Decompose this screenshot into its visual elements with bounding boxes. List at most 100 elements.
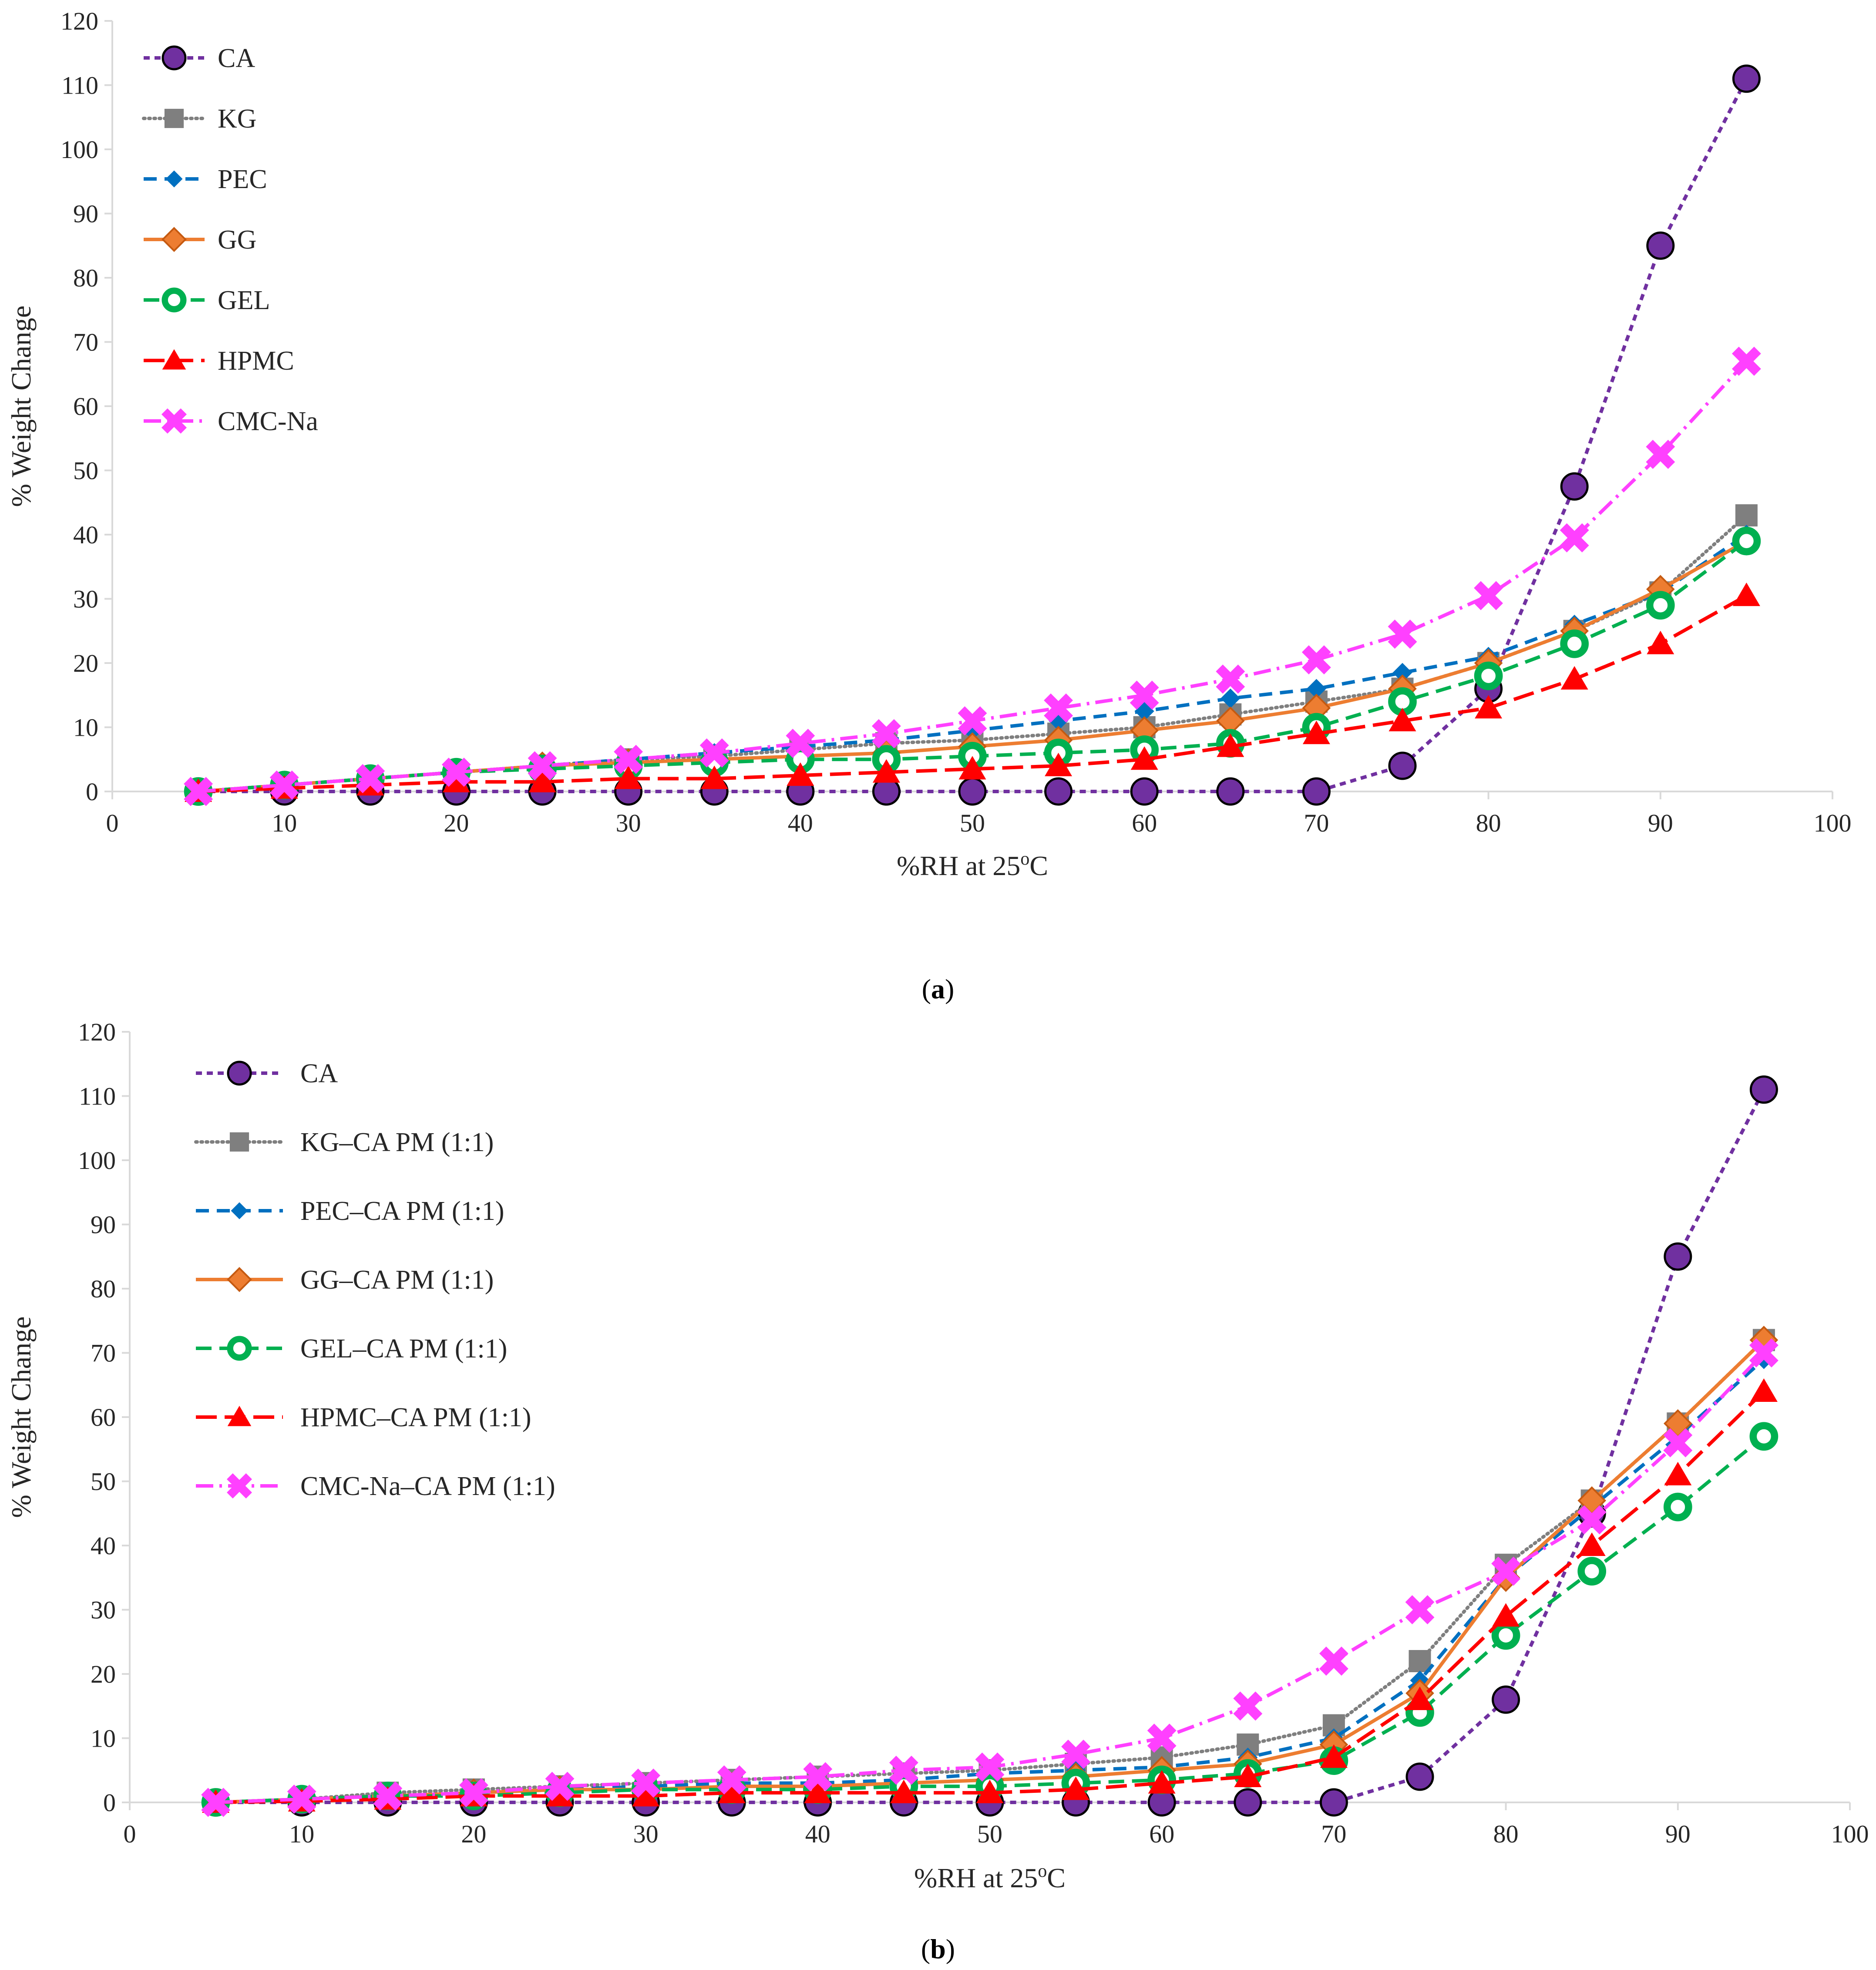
data-point <box>890 1779 918 1803</box>
x-tick-label: 40 <box>788 809 813 837</box>
y-axis-label: % Weight Change <box>6 306 37 507</box>
data-point <box>976 1779 1004 1803</box>
legend-marker <box>161 287 187 313</box>
data-point <box>1732 64 1761 93</box>
x-tick-label: 80 <box>1493 1820 1519 1848</box>
data-point <box>975 1752 1005 1782</box>
data-point <box>632 1783 660 1807</box>
legend-label: KG–CA PM (1:1) <box>300 1128 494 1157</box>
data-point <box>700 765 728 789</box>
legend-marker <box>227 1473 252 1499</box>
data-point <box>1577 1557 1607 1586</box>
y-tick-label: 110 <box>79 1082 116 1111</box>
data-point <box>1233 1691 1263 1721</box>
data-point <box>1409 1650 1431 1672</box>
data-point <box>184 777 213 806</box>
data-point <box>1406 1687 1434 1710</box>
legend-marker <box>161 45 187 71</box>
legend: CA KG–CA PM (1:1) PEC–CA PM (1:1) GG–CA PM … <box>194 1059 555 1501</box>
data-point <box>1130 680 1159 710</box>
data-point <box>1735 504 1758 527</box>
data-point <box>1044 777 1073 806</box>
caption-b-letter: b <box>930 1933 946 1964</box>
data-point <box>787 762 814 786</box>
y-tick-label: 0 <box>103 1788 116 1817</box>
data-point <box>1302 721 1330 744</box>
legend-label: CA <box>300 1059 338 1088</box>
data-point <box>614 744 643 774</box>
legend-label: CMC-Na–CA PM (1:1) <box>300 1472 555 1501</box>
x-tick-label: 60 <box>1132 809 1157 837</box>
y-tick-label: 60 <box>73 392 98 421</box>
data-point <box>631 1768 661 1798</box>
data-point <box>1663 1492 1692 1522</box>
data-point <box>1147 1724 1177 1753</box>
data-point <box>1560 472 1589 501</box>
data-point <box>1392 663 1412 683</box>
x-tick-label: 80 <box>1476 809 1501 837</box>
data-point <box>528 768 556 792</box>
data-point <box>1646 231 1675 260</box>
data-point <box>1061 1739 1091 1769</box>
data-point <box>1664 1462 1692 1485</box>
data-point <box>1749 1338 1779 1367</box>
data-point <box>1301 645 1331 675</box>
data-point <box>1646 440 1675 469</box>
data-point <box>1664 1242 1692 1271</box>
series-cmcna <box>201 1338 1779 1817</box>
legend-marker <box>165 170 183 188</box>
legend-label: GEL <box>218 286 270 315</box>
y-tick-label: 10 <box>73 714 98 742</box>
data-point <box>958 756 986 780</box>
data-point <box>1319 1788 1348 1817</box>
data-point <box>1130 746 1158 770</box>
legend-label: GEL–CA PM (1:1) <box>300 1334 507 1364</box>
data-point <box>1475 695 1503 719</box>
y-tick-label: 70 <box>91 1339 116 1367</box>
data-point <box>442 768 470 792</box>
data-point <box>441 758 471 787</box>
data-point <box>1320 1744 1348 1768</box>
data-point <box>1732 583 1760 606</box>
y-tick-label: 80 <box>73 264 98 292</box>
legend-marker <box>227 1267 252 1292</box>
data-point <box>1130 777 1159 806</box>
y-tick-label: 60 <box>91 1403 116 1431</box>
legend-label: PEC–CA PM (1:1) <box>300 1196 504 1226</box>
data-point <box>1491 1556 1521 1586</box>
data-point <box>1045 753 1072 776</box>
data-point <box>356 764 385 793</box>
data-point <box>1388 620 1417 649</box>
y-tick-label: 40 <box>73 521 98 549</box>
data-point <box>803 1762 833 1792</box>
data-point <box>1216 664 1245 694</box>
data-point <box>1750 1378 1778 1402</box>
x-tick-label: 90 <box>1665 1820 1691 1848</box>
data-point <box>717 1765 746 1795</box>
data-point <box>1492 1603 1520 1627</box>
data-point <box>1647 630 1674 654</box>
data-point <box>1749 1075 1778 1104</box>
caption-a: (a) <box>921 973 955 1004</box>
x-tick-label: 100 <box>1831 1820 1869 1848</box>
legend-marker <box>227 1336 252 1361</box>
series-cmcna <box>184 347 1761 806</box>
data-point <box>1560 666 1588 690</box>
data-point <box>1577 1505 1607 1535</box>
legend-marker <box>164 108 184 128</box>
x-tick-label: 20 <box>461 1820 486 1848</box>
data-point <box>615 765 642 789</box>
data-point <box>699 738 729 768</box>
y-tick-label: 20 <box>73 649 98 677</box>
x-axis-label: %RH at 25oC <box>914 1861 1066 1893</box>
legend-label: HPMC <box>218 346 294 376</box>
legend-marker <box>227 1061 252 1086</box>
data-point <box>1220 688 1241 708</box>
y-tick-label: 100 <box>61 135 98 164</box>
data-point <box>1388 751 1417 780</box>
y-tick-label: 100 <box>78 1146 116 1175</box>
x-axis-label: %RH at 25oC <box>897 849 1048 881</box>
data-point <box>889 1755 918 1785</box>
data-point <box>871 719 901 748</box>
